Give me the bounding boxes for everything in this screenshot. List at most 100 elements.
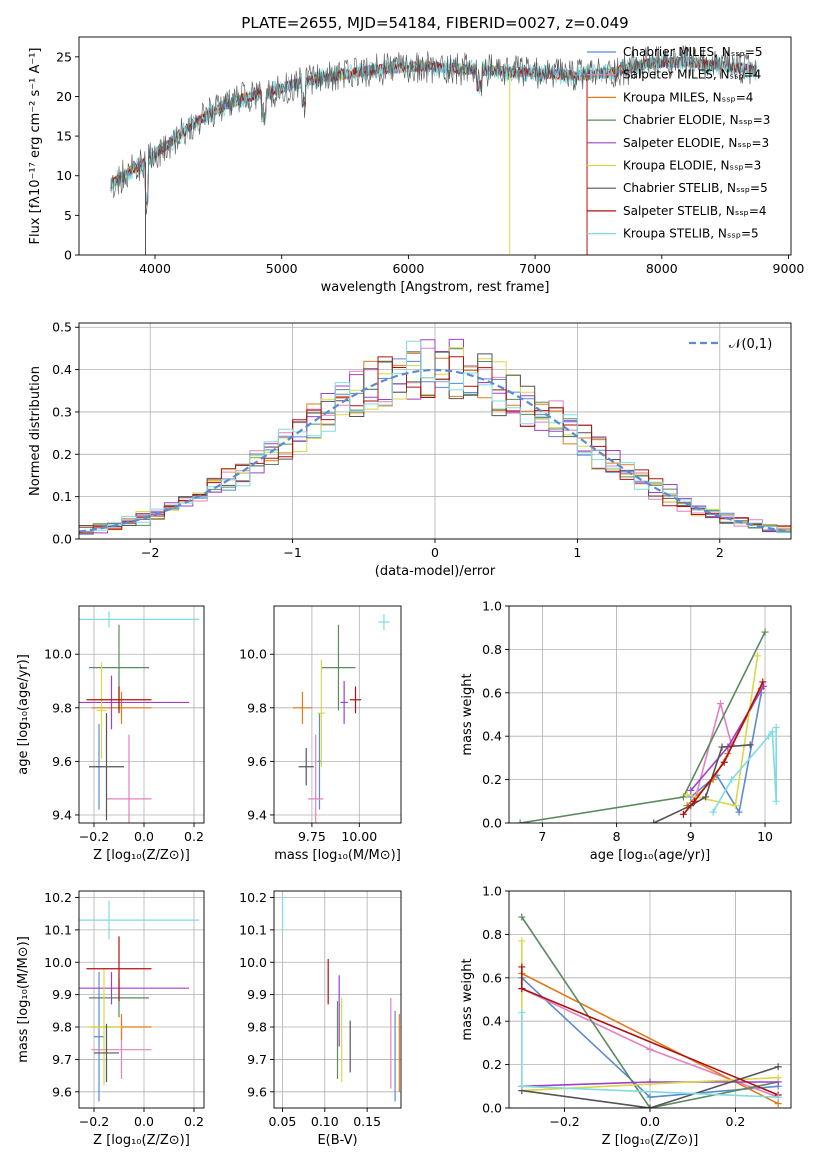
- x-tick-label: 0.2: [726, 1114, 746, 1129]
- x-axis-label: Z [log₁₀(Z/Z⊙)]: [602, 1133, 699, 1148]
- x-tick-label: 0.15: [353, 1114, 381, 1129]
- weight-marker: [646, 1104, 654, 1108]
- data-point: [94, 1023, 119, 1083]
- chart-title: PLATE=2655, MJD=54184, FIBERID=0027, z=0…: [241, 14, 628, 32]
- x-tick-label: 0.0: [640, 1114, 660, 1129]
- weight-marker: [518, 1009, 526, 1017]
- legend-entry: Chabrier STELIB, Nₛₛₚ=5: [623, 181, 768, 195]
- weight-marker: [728, 776, 736, 784]
- weight-marker: [646, 1045, 654, 1053]
- x-axis-label: wavelength [Angstrom, rest frame]: [321, 280, 550, 295]
- panel-age-vs-mass: 9.75 10.00 9.4 9.6 9.8 10.0 mass [log₁₀(M/M⊙)]: [239, 605, 402, 863]
- data-point: [340, 681, 348, 724]
- panel-age-vs-Z: −0.2 0.0 0.2 9.4 9.6 9.8 10.0 Z [log₁₀(Z/Z⊙)] ag…: [16, 605, 205, 863]
- y-tick-label: 9.7: [247, 1052, 267, 1067]
- x-tick-label: 7000: [519, 261, 551, 276]
- weight-marker: [709, 808, 717, 816]
- weight-marker: [650, 819, 658, 823]
- x-tick-label: 0.2: [184, 1114, 204, 1129]
- x-tick-label: −0.2: [79, 1114, 109, 1129]
- y-tick-label: 9.7: [52, 1052, 72, 1067]
- y-axis-label: age [log₁₀(age/yr)]: [16, 654, 31, 775]
- plot-area: [110, 45, 758, 255]
- x-tick-label: −1: [283, 545, 301, 560]
- weight-marker: [702, 793, 710, 801]
- data-point: [321, 624, 356, 711]
- plot-area: [292, 614, 390, 823]
- data-point: [94, 971, 104, 1102]
- x-tick-label: 0.0: [134, 829, 154, 844]
- y-tick-label: 0.0: [482, 816, 502, 831]
- y-tick-label: 0.3: [52, 404, 72, 419]
- panel-residuals: −2 −1 0 1 2 0.0 0.1 0.2 0.3 0.4 0.5 (data-model)/er…: [28, 320, 792, 579]
- y-tick-label: 0.6: [482, 970, 502, 985]
- data-point: [106, 734, 152, 823]
- x-tick-label: 0.10: [311, 1114, 339, 1129]
- y-tick-label: 9.8: [247, 700, 267, 715]
- legend-entry: Salpeter STELIB, Nₛₛₚ=4: [623, 204, 767, 218]
- y-tick-label: 0.6: [482, 685, 502, 700]
- x-tick-label: 8: [613, 829, 621, 844]
- panel-weight-vs-age: 7 8 9 10 0.0 0.2 0.4 0.6 0.8 1.0 age [log₁₀(age/yr…: [460, 599, 792, 863]
- y-tick-label: 25: [56, 49, 72, 64]
- y-tick-label: 20: [56, 89, 72, 104]
- data-point: [91, 691, 152, 724]
- weight-marker: [518, 1082, 526, 1090]
- grid: [79, 606, 204, 823]
- data-point: [308, 734, 324, 823]
- spectrum-line: [110, 45, 758, 215]
- x-tick-label: 0: [431, 545, 439, 560]
- weight-marker: [759, 678, 767, 686]
- y-tick-label: 0.0: [52, 532, 72, 547]
- x-tick-label: 4000: [139, 261, 171, 276]
- x-tick-label: 1: [573, 545, 581, 560]
- weight-marker: [687, 786, 695, 794]
- weight-marker: [735, 808, 743, 816]
- y-tick-label: 10.0: [239, 955, 267, 970]
- y-tick-label: 0.4: [482, 1014, 502, 1029]
- legend-entry: 𝒩(0,1): [729, 337, 772, 352]
- x-axis-label: E(B-V): [317, 1133, 357, 1148]
- y-axis-label: mass [log₁₀(M/M⊙)]: [16, 936, 31, 1063]
- weight-marker: [679, 810, 687, 818]
- legend-entry: Salpeter ELODIE, Nₛₛₚ=3: [623, 136, 769, 150]
- plot-area: [79, 900, 199, 1102]
- y-tick-label: 10.1: [44, 922, 72, 937]
- x-axis-label: Z [log₁₀(Z/Z⊙)]: [93, 848, 190, 863]
- normal-curve: [79, 368, 789, 533]
- x-tick-label: 9: [687, 829, 695, 844]
- weight-marker: [683, 791, 691, 799]
- y-tick-label: 9.4: [52, 807, 72, 822]
- x-tick-label: 8000: [646, 261, 678, 276]
- data-point: [292, 691, 312, 724]
- y-tick-label: 10: [56, 168, 72, 183]
- y-axis-label: mass weight: [460, 958, 475, 1040]
- y-tick-label: 9.8: [52, 700, 72, 715]
- y-tick-label: 0.5: [52, 320, 72, 335]
- x-tick-label: 2: [716, 545, 724, 560]
- y-tick-label: 0.2: [52, 447, 72, 462]
- data-point: [89, 713, 124, 821]
- y-tick-label: 1.0: [482, 884, 502, 899]
- y-tick-label: 9.4: [247, 807, 267, 822]
- data-point: [317, 713, 322, 810]
- axes-frame: [78, 605, 205, 824]
- axes-frame: [78, 890, 205, 1109]
- y-tick-label: 10.1: [239, 922, 267, 937]
- y-tick-label: 9.8: [52, 1020, 72, 1035]
- weight-marker: [718, 743, 726, 751]
- plot-area: [281, 894, 400, 1102]
- y-tick-label: 0.2: [482, 1057, 502, 1072]
- weight-marker: [761, 628, 769, 636]
- weight-series: [690, 692, 763, 815]
- data-point: [79, 611, 199, 628]
- weight-series: [521, 916, 779, 1108]
- plot-area: [79, 338, 791, 535]
- legend: 𝒩(0,1): [689, 337, 772, 352]
- y-tick-label: 10.2: [44, 890, 72, 905]
- weight-marker: [691, 797, 699, 805]
- data-point: [86, 936, 152, 1002]
- weight-marker: [518, 937, 526, 945]
- y-tick-label: 0.4: [52, 362, 72, 377]
